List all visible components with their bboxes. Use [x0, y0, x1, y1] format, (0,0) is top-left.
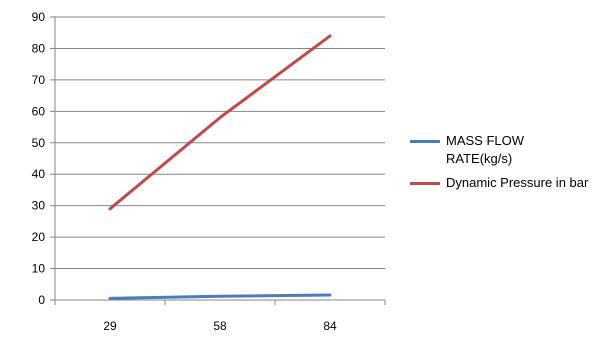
y-tick-label-50: 50	[32, 136, 46, 150]
legend-label-mass-flow: MASS FLOW RATE(kg/s)	[446, 133, 525, 166]
y-tick-label-0: 0	[38, 293, 45, 307]
x-tick-label-29: 29	[103, 319, 117, 333]
legend-swatch-dynamic-pressure	[410, 182, 440, 185]
y-tick-label-80: 80	[32, 41, 46, 55]
y-tick-label-70: 70	[32, 73, 46, 87]
y-tick-label-40: 40	[32, 167, 46, 181]
legend-item-dynamic-pressure: Dynamic Pressure in bar	[410, 174, 590, 192]
legend: MASS FLOW RATE(kg/s) Dynamic Pressure in…	[410, 132, 590, 198]
series-lines	[108, 34, 332, 300]
x-tick-label-58: 58	[213, 319, 227, 333]
y-axis-ticks: 0 10 20 30 40 50 60 70 80 90	[32, 10, 55, 307]
legend-label-dynamic-pressure: Dynamic Pressure in bar	[446, 175, 589, 190]
y-tick-label-30: 30	[32, 199, 46, 213]
x-axis-ticks: 29 58 84	[54, 300, 386, 333]
y-tick-label-10: 10	[32, 262, 46, 276]
legend-item-mass-flow: MASS FLOW RATE(kg/s)	[410, 132, 590, 168]
axes	[54, 17, 385, 301]
series-line-1	[108, 34, 332, 211]
y-tick-label-20: 20	[32, 230, 46, 244]
series-line-0	[108, 293, 332, 300]
legend-swatch-mass-flow	[410, 140, 440, 143]
x-tick-label-84: 84	[323, 319, 337, 333]
y-tick-label-60: 60	[32, 104, 46, 118]
y-tick-label-90: 90	[32, 10, 46, 24]
gridlines	[55, 16, 385, 270]
